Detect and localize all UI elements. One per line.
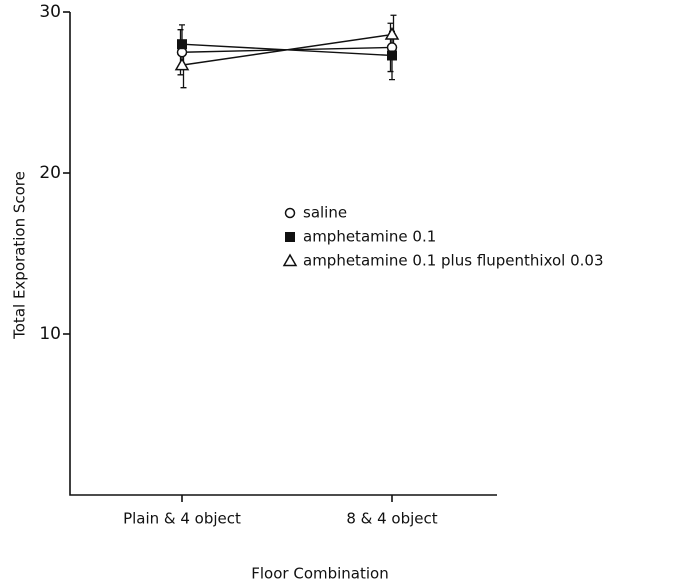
legend-label: amphetamine 0.1 — [303, 228, 436, 246]
legend-marker — [282, 253, 298, 267]
point — [387, 50, 397, 61]
legend-label: amphetamine 0.1 plus flupenthixol 0.03 — [303, 252, 604, 270]
point — [174, 57, 190, 71]
y-tick-label: 10 — [39, 324, 61, 344]
x-axis-label: Floor Combination — [251, 565, 388, 582]
x-tick-label: 8 & 4 object — [346, 510, 437, 528]
point — [384, 27, 400, 40]
point — [177, 39, 187, 50]
legend-label: saline — [303, 204, 347, 222]
series-line — [181, 33, 393, 66]
y-tick-label: 30 — [39, 2, 61, 22]
x-tick-label: Plain & 4 object — [123, 510, 241, 528]
y-axis-label: Total Exporation Score — [11, 171, 29, 340]
legend-marker — [285, 232, 295, 242]
y-tick-label: 20 — [39, 163, 61, 183]
legend-marker — [284, 207, 296, 219]
